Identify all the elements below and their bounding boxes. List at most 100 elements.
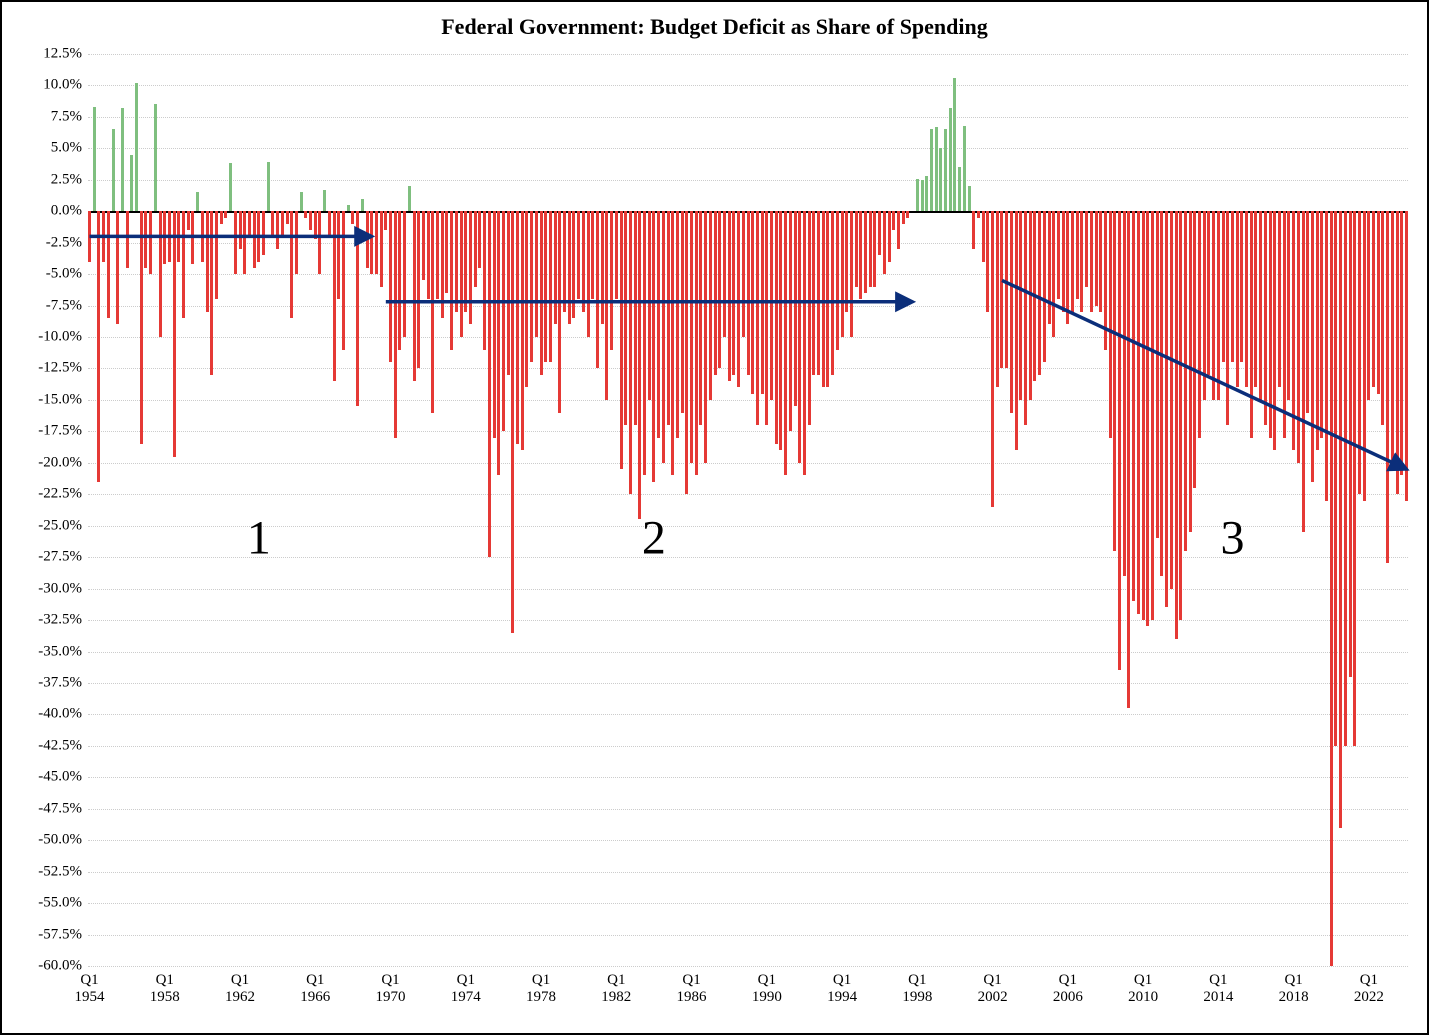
data-bar: [361, 199, 364, 212]
data-bar: [314, 211, 317, 239]
data-bar: [634, 211, 637, 425]
data-bar: [112, 129, 115, 211]
data-bar: [464, 211, 467, 312]
y-tick-label: -55.0%: [38, 895, 88, 912]
y-tick-label: -27.5%: [38, 549, 88, 566]
data-bar: [441, 211, 444, 318]
data-bar: [662, 211, 665, 463]
data-bar: [1198, 211, 1201, 437]
data-bar: [958, 167, 961, 211]
data-bar: [930, 129, 933, 211]
data-bar: [1405, 211, 1408, 500]
y-tick-label: 5.0%: [51, 140, 88, 157]
data-bar: [380, 211, 383, 286]
gridline: [88, 840, 1408, 841]
x-tick-label: Q11966: [300, 966, 330, 1007]
data-bar: [629, 211, 632, 494]
data-bar: [591, 211, 594, 299]
data-bar: [883, 211, 886, 274]
gridline: [88, 809, 1408, 810]
data-bar: [1085, 211, 1088, 286]
data-bar: [808, 211, 811, 425]
plot-area: 12.5%10.0%7.5%5.0%2.5%0.0%-2.5%-5.0%-7.5…: [88, 54, 1408, 966]
data-bar: [370, 211, 373, 274]
x-tick-label: Q11978: [526, 966, 556, 1007]
data-bar: [394, 211, 397, 437]
data-bar: [714, 211, 717, 375]
data-bar: [248, 211, 251, 236]
x-tick-label: Q11970: [376, 966, 406, 1007]
data-bar: [1156, 211, 1159, 538]
data-bar: [1203, 211, 1206, 400]
data-bar: [873, 211, 876, 286]
y-tick-label: 7.5%: [51, 108, 88, 125]
data-bar: [229, 163, 232, 211]
data-bar: [1160, 211, 1163, 576]
data-bar: [239, 211, 242, 249]
data-bar: [1043, 211, 1046, 362]
data-bar: [1175, 211, 1178, 639]
data-bar: [1015, 211, 1018, 450]
data-bar: [398, 211, 401, 349]
gridline: [88, 683, 1408, 684]
data-bar: [323, 190, 326, 211]
y-tick-label: -30.0%: [38, 580, 88, 597]
data-bar: [897, 211, 900, 249]
data-bar: [572, 211, 575, 318]
data-bar: [657, 211, 660, 437]
data-bar: [220, 211, 223, 224]
data-bar: [173, 211, 176, 456]
data-bar: [601, 211, 604, 324]
data-bar: [925, 176, 928, 211]
data-bar: [1217, 211, 1220, 400]
y-tick-label: 10.0%: [43, 77, 88, 94]
data-bar: [1137, 211, 1140, 614]
data-bar: [502, 211, 505, 431]
data-bar: [253, 211, 256, 268]
x-tick-label: Q11986: [677, 966, 707, 1007]
gridline: [88, 652, 1408, 653]
data-bar: [1381, 211, 1384, 425]
data-bar: [709, 211, 712, 400]
data-bar: [342, 211, 345, 349]
y-tick-label: -7.5%: [46, 297, 88, 314]
data-bar: [1127, 211, 1130, 708]
data-bar: [366, 211, 369, 268]
y-tick-label: -12.5%: [38, 360, 88, 377]
data-bar: [1038, 211, 1041, 375]
data-bar: [939, 148, 942, 211]
data-bar: [1109, 211, 1112, 437]
x-tick-label: Q12010: [1128, 966, 1158, 1007]
data-bar: [605, 211, 608, 400]
data-bar: [1386, 211, 1389, 563]
data-bar: [1245, 211, 1248, 387]
data-bar: [624, 211, 627, 425]
data-bar: [944, 129, 947, 211]
data-bar: [243, 211, 246, 274]
data-bar: [1212, 211, 1215, 400]
data-bar: [1033, 211, 1036, 381]
y-tick-label: -52.5%: [38, 863, 88, 880]
data-bar: [318, 211, 321, 274]
data-bar: [182, 211, 185, 318]
y-tick-label: -42.5%: [38, 737, 88, 754]
gridline: [88, 117, 1408, 118]
data-bar: [1316, 211, 1319, 450]
data-bar: [1048, 211, 1051, 324]
data-bar: [892, 211, 895, 230]
data-bar: [549, 211, 552, 362]
data-bar: [1358, 211, 1361, 494]
data-bar: [168, 211, 171, 261]
data-bar: [723, 211, 726, 337]
data-bar: [469, 211, 472, 324]
data-bar: [144, 211, 147, 268]
data-bar: [1231, 211, 1234, 362]
data-bar: [1142, 211, 1145, 620]
data-bar: [643, 211, 646, 475]
data-bar: [126, 211, 129, 268]
data-bar: [511, 211, 514, 632]
data-bar: [671, 211, 674, 475]
data-bar: [949, 108, 952, 211]
gridline: [88, 589, 1408, 590]
data-bar: [121, 108, 124, 211]
